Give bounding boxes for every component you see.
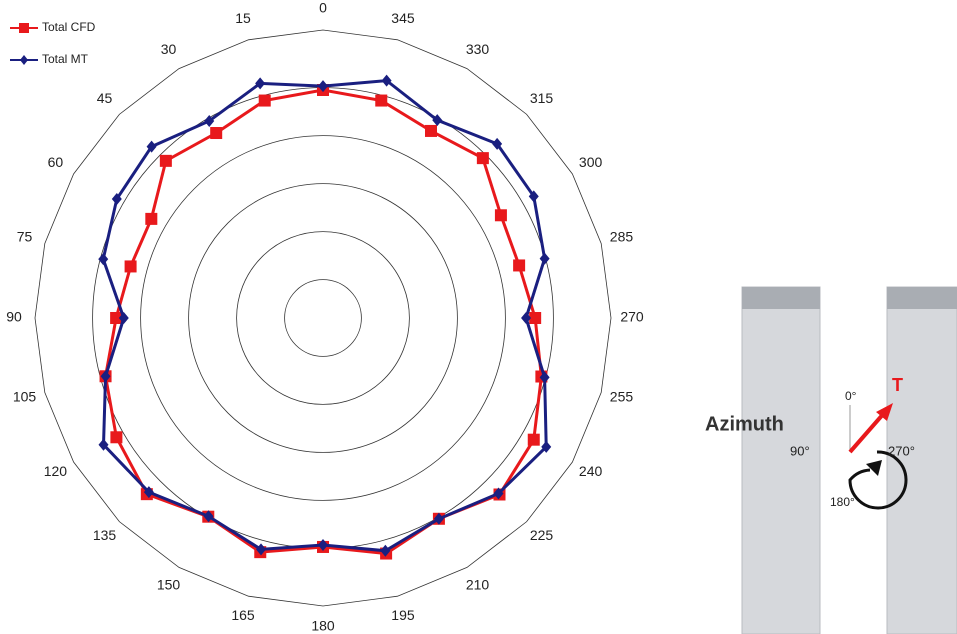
grid-ring [285,280,362,357]
grid-ring [141,136,506,501]
t-arrow [850,412,885,452]
angle-label: 330 [466,41,490,57]
marker [425,125,437,137]
angle-label: 180° [830,495,855,509]
angle-label: 315 [530,90,554,106]
angle-label: 75 [17,229,33,245]
column-left [742,287,820,634]
angle-label: 345 [391,10,415,26]
legend-marker [20,55,28,65]
marker [513,259,525,271]
marker [110,431,122,443]
angle-label: 255 [610,389,634,405]
column-right-cap [887,287,957,309]
angle-label: 0 [319,0,327,16]
angle-label: 210 [466,576,490,592]
legend-marker [19,23,29,33]
marker [125,260,137,272]
marker [160,155,172,167]
angle-label: 225 [530,527,554,543]
arc-head [866,460,882,476]
legend-label: Total MT [42,52,89,66]
angle-label: 150 [157,576,181,592]
angle-label: 0° [845,389,857,403]
marker [145,213,157,225]
chart: Azimuth 0° 90° 180° 270° T 0 15 30 45 60 75 90… [0,0,957,634]
grid-ring [189,184,458,453]
series-line [103,81,546,551]
angle-label: 300 [579,154,603,170]
angle-label: 165 [231,607,255,623]
inset: Azimuth 0° 90° 180° 270° T [705,287,957,634]
column-left-cap [742,287,820,309]
angle-label: 15 [235,10,251,26]
angle-label: 270 [620,309,644,325]
marker [528,434,540,446]
marker [98,253,108,265]
angle-label: 120 [44,463,68,479]
angle-label: 105 [13,389,37,405]
inset-label: Azimuth [705,413,784,435]
vector-label: T [892,375,903,395]
angle-label: 45 [97,90,113,106]
marker [259,95,271,107]
angle-label: 135 [93,527,117,543]
marker [375,95,387,107]
angle-label: 30 [161,41,177,57]
marker [540,253,550,265]
angle-label: 90° [790,443,810,458]
marker [495,209,507,221]
angle-label: 60 [48,154,64,170]
grid-ring [237,232,410,405]
marker [210,127,222,139]
angle-label: 240 [579,463,603,479]
marker [477,152,489,164]
page: Azimuth 0° 90° 180° 270° T 0 15 30 45 60 75 90… [0,0,957,634]
angle-label: 90 [6,309,22,325]
angle-label: 180 [311,618,335,634]
angle-label: 285 [610,229,634,245]
legend-label: Total CFD [42,20,96,34]
angle-label: 270° [888,443,915,458]
angle-label: 195 [391,607,415,623]
